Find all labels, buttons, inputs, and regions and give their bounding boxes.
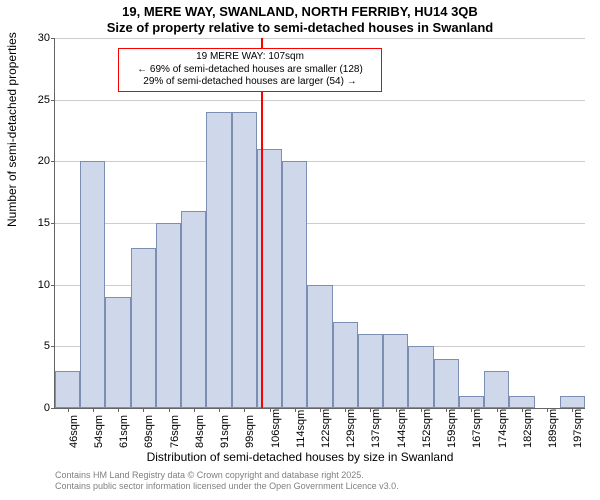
annotation-box: 19 MERE WAY: 107sqm ← 69% of semi-detach…: [118, 48, 382, 92]
x-tick-label: 84sqm: [194, 415, 206, 448]
bar: [484, 371, 509, 408]
x-tick-label: 189sqm: [547, 409, 559, 448]
bar: [383, 334, 408, 408]
grid-line: [55, 161, 585, 162]
grid-line: [55, 223, 585, 224]
x-tick-label: 106sqm: [270, 409, 282, 448]
x-tick-mark: [118, 408, 119, 412]
bar: [181, 211, 206, 408]
y-tick-label: 30: [38, 32, 50, 44]
y-tick-mark: [51, 100, 55, 101]
x-tick-mark: [421, 408, 422, 412]
y-tick-label: 20: [38, 155, 50, 167]
y-tick-label: 15: [38, 217, 50, 229]
bar: [333, 322, 358, 408]
bar: [358, 334, 383, 408]
x-tick-label: 167sqm: [471, 409, 483, 448]
footer-line2: Contains public sector information licen…: [55, 481, 399, 492]
bar: [509, 396, 534, 408]
bar: [105, 297, 130, 408]
y-tick-mark: [51, 285, 55, 286]
footer: Contains HM Land Registry data © Crown c…: [55, 470, 399, 492]
x-tick-mark: [522, 408, 523, 412]
x-tick-mark: [547, 408, 548, 412]
x-tick-mark: [497, 408, 498, 412]
bar: [156, 223, 181, 408]
bar: [80, 161, 105, 408]
x-tick-mark: [143, 408, 144, 412]
x-tick-label: 76sqm: [169, 415, 181, 448]
y-tick-mark: [51, 161, 55, 162]
chart-title-line2: Size of property relative to semi-detach…: [0, 20, 600, 35]
annotation-line2: ← 69% of semi-detached houses are smalle…: [124, 64, 376, 77]
x-tick-mark: [345, 408, 346, 412]
y-axis-label: Number of semi-detached properties: [5, 32, 19, 227]
bar: [232, 112, 257, 408]
x-tick-mark: [68, 408, 69, 412]
x-tick-mark: [370, 408, 371, 412]
x-tick-label: 69sqm: [143, 415, 155, 448]
x-tick-label: 46sqm: [68, 415, 80, 448]
y-tick-label: 25: [38, 94, 50, 106]
x-tick-label: 91sqm: [219, 415, 231, 448]
annotation-line1: 19 MERE WAY: 107sqm: [124, 51, 376, 64]
x-tick-label: 174sqm: [497, 409, 509, 448]
x-tick-mark: [471, 408, 472, 412]
x-tick-mark: [396, 408, 397, 412]
x-tick-label: 152sqm: [421, 409, 433, 448]
x-tick-label: 159sqm: [446, 409, 458, 448]
x-tick-mark: [169, 408, 170, 412]
y-tick-mark: [51, 346, 55, 347]
bar: [131, 248, 156, 408]
x-tick-mark: [270, 408, 271, 412]
grid-line: [55, 38, 585, 39]
x-tick-label: 114sqm: [295, 410, 307, 448]
x-tick-label: 144sqm: [396, 409, 408, 448]
bar: [459, 396, 484, 408]
x-tick-mark: [572, 408, 573, 412]
x-tick-mark: [295, 408, 296, 412]
bar: [206, 112, 231, 408]
y-tick-label: 5: [44, 340, 50, 352]
footer-line1: Contains HM Land Registry data © Crown c…: [55, 470, 399, 481]
bar: [282, 161, 307, 408]
bar: [434, 359, 459, 408]
x-tick-mark: [219, 408, 220, 412]
x-tick-mark: [194, 408, 195, 412]
x-tick-mark: [93, 408, 94, 412]
x-tick-label: 54sqm: [93, 415, 105, 448]
x-tick-label: 99sqm: [244, 415, 256, 448]
x-tick-label: 137sqm: [370, 409, 382, 448]
x-tick-label: 61sqm: [118, 415, 130, 448]
x-axis-label: Distribution of semi-detached houses by …: [0, 450, 600, 464]
x-tick-mark: [446, 408, 447, 412]
marker-line: [261, 38, 263, 408]
bar: [307, 285, 332, 408]
x-tick-mark: [320, 408, 321, 412]
annotation-line3: 29% of semi-detached houses are larger (…: [124, 76, 376, 89]
y-tick-mark: [51, 38, 55, 39]
x-tick-label: 182sqm: [522, 409, 534, 448]
y-tick-label: 10: [38, 279, 50, 291]
x-tick-label: 122sqm: [320, 409, 332, 448]
bar: [560, 396, 585, 408]
x-tick-label: 197sqm: [572, 409, 584, 448]
bar: [408, 346, 433, 408]
y-tick-mark: [51, 223, 55, 224]
chart-title-line1: 19, MERE WAY, SWANLAND, NORTH FERRIBY, H…: [0, 4, 600, 19]
chart-container: 19, MERE WAY, SWANLAND, NORTH FERRIBY, H…: [0, 0, 600, 500]
bar: [55, 371, 80, 408]
y-tick-mark: [51, 408, 55, 409]
grid-line: [55, 100, 585, 101]
x-tick-label: 129sqm: [345, 409, 357, 448]
plot-area: [55, 38, 585, 408]
x-tick-mark: [244, 408, 245, 412]
y-tick-label: 0: [44, 402, 50, 414]
